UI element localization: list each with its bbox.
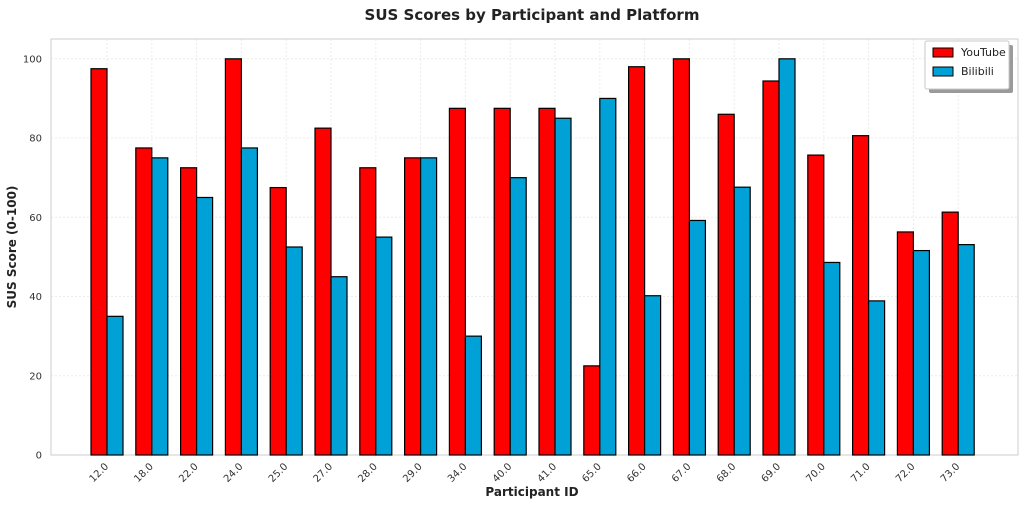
- y-tick-label: 0: [36, 451, 42, 462]
- bar-youtube: [269, 186, 287, 456]
- bar-bilibili: [912, 249, 931, 456]
- bar-youtube: [583, 365, 601, 456]
- y-tick-label: 80: [29, 134, 42, 145]
- bars: [90, 58, 975, 456]
- bar-bilibili: [688, 219, 707, 456]
- legend-label-youtube: YouTube: [960, 46, 1006, 59]
- bar-youtube: [851, 135, 870, 456]
- y-tick-label: 20: [29, 371, 42, 382]
- bar-bilibili: [330, 276, 348, 456]
- bar-bilibili: [375, 236, 393, 456]
- bar-bilibili: [464, 335, 482, 456]
- bar-bilibili: [106, 315, 124, 456]
- bar-bilibili: [196, 196, 214, 456]
- bar-youtube: [896, 231, 915, 456]
- bar-youtube: [717, 113, 735, 456]
- bar-bilibili: [420, 157, 438, 456]
- bar-youtube: [180, 167, 198, 456]
- chart-title: SUS Scores by Participant and Platform: [365, 6, 700, 24]
- bar-bilibili: [509, 177, 527, 456]
- bar-bilibili: [285, 246, 303, 456]
- bar-youtube: [404, 157, 422, 456]
- bar-youtube: [627, 66, 646, 456]
- bar-youtube: [762, 80, 780, 456]
- y-tick-label: 40: [29, 292, 42, 303]
- bar-bilibili: [778, 58, 796, 456]
- bar-bilibili: [867, 300, 886, 456]
- bar-youtube: [941, 211, 959, 456]
- bar-bilibili: [240, 147, 258, 456]
- legend-swatch-bilibili: [932, 66, 954, 77]
- bar-youtube: [224, 58, 242, 456]
- plot-frame: [50, 38, 1019, 456]
- bar-youtube: [672, 58, 691, 456]
- x-axis-label: Participant ID: [485, 485, 578, 499]
- bar-youtube: [807, 154, 825, 456]
- legend-swatch-youtube: [932, 47, 954, 58]
- y-tick-label: 60: [29, 213, 42, 224]
- bar-bilibili: [957, 244, 975, 456]
- bar-bilibili: [599, 97, 617, 456]
- legend-label-bilibili: Bilibili: [961, 65, 994, 78]
- bar-youtube: [90, 68, 108, 456]
- bar-youtube: [135, 147, 153, 456]
- bar-bilibili: [151, 157, 169, 456]
- legend: YouTube Bilibili: [924, 40, 1013, 93]
- y-axis-label: SUS Score (0-100): [5, 186, 19, 309]
- bar-bilibili: [643, 295, 662, 456]
- bar-youtube: [493, 107, 511, 456]
- bar-youtube: [538, 107, 556, 456]
- bar-youtube: [448, 107, 466, 456]
- bar-bilibili: [554, 117, 572, 456]
- y-tick-label: 100: [23, 54, 42, 65]
- bar-youtube: [359, 167, 377, 456]
- bar-youtube: [314, 127, 332, 456]
- bar-bilibili: [733, 186, 751, 456]
- bar-bilibili: [823, 261, 841, 456]
